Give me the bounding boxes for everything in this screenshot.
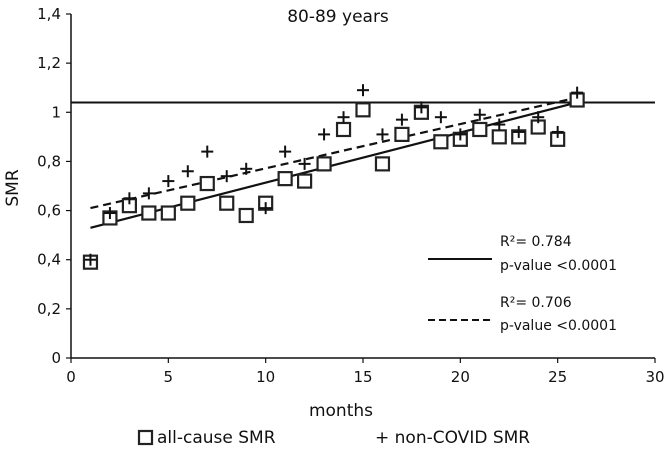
tick-labels: 0 0,2 0,4 0,6 0,8 1 1,2 1,4 0 5 10 15 20 25 30 [37, 5, 664, 386]
point-non-covid [201, 145, 214, 158]
chart-title: 80-89 years [287, 7, 389, 27]
point-non-covid [376, 128, 389, 141]
point-non-covid [532, 111, 545, 124]
point-non-covid [142, 187, 155, 200]
point-non-covid [84, 253, 97, 266]
legend-label-all-cause: all-cause SMR [157, 428, 276, 448]
point-all-cause [219, 195, 235, 211]
point-non-covid [279, 145, 292, 158]
point-non-covid [395, 113, 408, 126]
point-non-covid [337, 111, 350, 124]
point-all-cause [433, 134, 449, 150]
x-tick-label: 25 [548, 368, 567, 386]
point-all-cause [335, 121, 352, 138]
point-all-cause [316, 156, 332, 172]
point-all-cause [374, 156, 391, 172]
x-tick-label: 30 [645, 368, 664, 386]
x-tick-label: 5 [164, 368, 174, 386]
y-tick-label: 1,2 [37, 54, 61, 72]
point-all-cause [297, 173, 313, 189]
x-tick-label: 15 [353, 368, 372, 386]
legend-square-icon [137, 429, 154, 446]
point-non-covid [415, 101, 428, 114]
y-tick-label: 0,4 [37, 251, 61, 269]
point-all-cause [277, 171, 293, 187]
annotation-dashed-pvalue: p-value <0.0001 [500, 318, 617, 334]
point-all-cause [394, 126, 410, 143]
point-non-covid [454, 128, 467, 141]
y-tick-label: 1,4 [37, 5, 61, 23]
annotation-dashed: R²= 0.706 p-value <0.0001 [428, 295, 617, 334]
point-non-covid [162, 175, 175, 188]
point-all-cause [491, 129, 507, 145]
point-non-covid [220, 170, 233, 183]
data-points [82, 84, 585, 270]
point-non-covid [181, 165, 194, 178]
point-all-cause [355, 102, 371, 118]
legend: all-cause SMR + non-COVID SMR [137, 428, 530, 448]
point-non-covid [434, 111, 447, 124]
point-all-cause [472, 121, 488, 138]
annotation-dashed-r2: R²= 0.706 [500, 295, 572, 311]
point-non-covid [551, 125, 564, 138]
x-tick-label: 0 [66, 368, 76, 386]
point-non-covid [512, 125, 525, 138]
trend-line-non-covid [90, 96, 578, 210]
y-tick-label: 0,6 [37, 202, 61, 220]
x-tick-label: 20 [451, 368, 470, 386]
point-all-cause [141, 205, 157, 221]
point-non-covid [103, 207, 116, 220]
point-all-cause [160, 205, 176, 221]
x-tick-label: 10 [256, 368, 275, 386]
point-non-covid [493, 118, 506, 131]
y-axis-title: SMR [3, 169, 23, 206]
point-non-covid [298, 157, 311, 170]
annotation-solid: R²= 0.784 p-value <0.0001 [428, 234, 617, 274]
point-all-cause [199, 175, 215, 192]
y-tick-label: 1 [51, 103, 61, 121]
point-non-covid [123, 192, 136, 205]
legend-label-non-covid: + non-COVID SMR [375, 428, 530, 448]
annotation-solid-pvalue: p-value <0.0001 [500, 258, 617, 274]
point-non-covid [259, 202, 272, 215]
y-tick-label: 0 [51, 349, 61, 367]
point-non-covid [473, 108, 486, 121]
point-non-covid [318, 128, 331, 141]
point-all-cause [238, 207, 254, 224]
y-tick-label: 0,8 [37, 152, 61, 170]
y-tick-label: 0,2 [37, 300, 61, 318]
x-axis-title: months [309, 401, 373, 421]
annotation-solid-r2: R²= 0.784 [500, 234, 572, 250]
axes [66, 13, 656, 363]
point-all-cause [180, 195, 196, 211]
point-non-covid [571, 86, 584, 99]
point-non-covid [240, 162, 253, 175]
point-non-covid [357, 84, 369, 97]
